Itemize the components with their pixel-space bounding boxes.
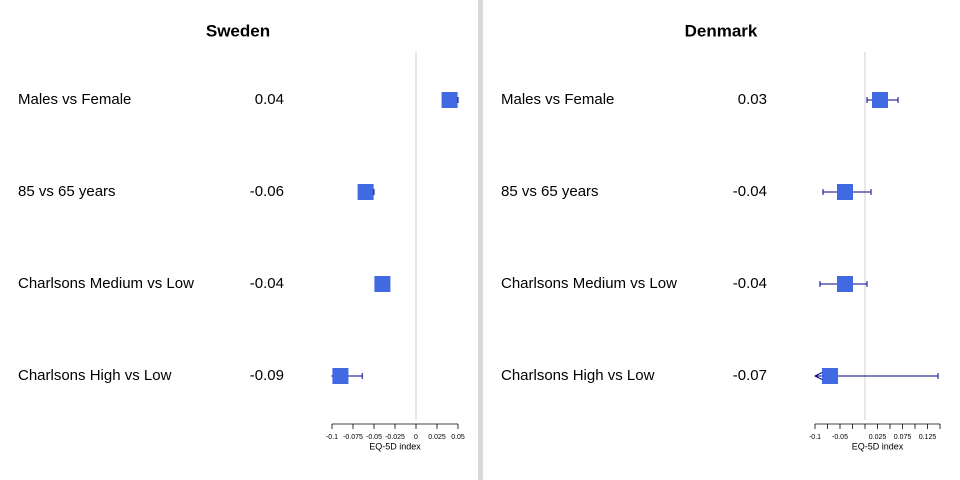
point-estimate <box>837 184 853 200</box>
value-label: -0.04 <box>250 275 284 292</box>
x-axis-label: EQ-5D index <box>369 441 421 451</box>
point-estimate <box>822 368 838 384</box>
point-estimate <box>441 92 458 108</box>
x-axis-label: EQ-5D index <box>852 441 904 451</box>
row-label: Charlsons High vs Low <box>18 367 172 384</box>
value-label: -0.04 <box>733 275 767 292</box>
panel-title: Denmark <box>685 21 758 40</box>
point-estimate <box>872 92 888 108</box>
x-tick-label: -0.025 <box>385 434 405 441</box>
value-label: 0.03 <box>738 91 767 108</box>
x-tick-label: -0.075 <box>343 434 363 441</box>
value-label: -0.06 <box>250 183 284 200</box>
x-tick-label: -0.05 <box>366 434 382 441</box>
x-tick-label: 0.025 <box>869 434 887 441</box>
row-label: Charlsons Medium vs Low <box>18 275 194 292</box>
x-tick-label: 0.025 <box>428 434 446 441</box>
point-estimate <box>374 276 391 292</box>
x-tick-label: -0.1 <box>326 434 338 441</box>
x-tick-label: -0.1 <box>809 434 821 441</box>
value-label: -0.04 <box>733 183 767 200</box>
x-tick-label: 0 <box>414 434 418 441</box>
row-label: Males vs Female <box>501 91 614 108</box>
panel-divider <box>478 0 483 480</box>
row-label: Males vs Female <box>18 91 131 108</box>
x-tick-label: -0.05 <box>832 434 848 441</box>
row-label: 85 vs 65 years <box>501 183 599 200</box>
value-label: -0.07 <box>733 367 767 384</box>
value-label: 0.04 <box>255 91 284 108</box>
x-tick-label: 0.125 <box>919 434 937 441</box>
value-label: -0.09 <box>250 367 284 384</box>
row-label: Charlsons High vs Low <box>501 367 655 384</box>
panel-title: Sweden <box>206 21 270 40</box>
point-estimate <box>357 184 374 200</box>
row-label: 85 vs 65 years <box>18 183 116 200</box>
x-tick-label: 0.05 <box>451 434 465 441</box>
point-estimate <box>332 368 349 384</box>
point-estimate <box>837 276 853 292</box>
row-label: Charlsons Medium vs Low <box>501 275 677 292</box>
x-tick-label: 0.075 <box>894 434 912 441</box>
